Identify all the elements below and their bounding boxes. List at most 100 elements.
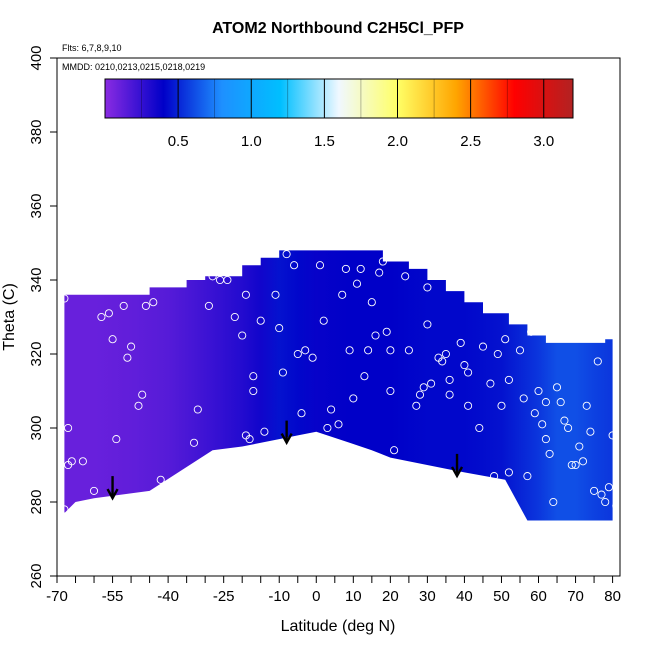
observation-point: [290, 261, 299, 270]
observation-point: [97, 312, 106, 322]
observation-point: [141, 301, 150, 310]
observation-point: [108, 335, 117, 344]
observation-point: [560, 416, 569, 425]
observation-point: [293, 349, 302, 359]
note-dates: MMDD: 0210,0213,0215,0218,0219: [62, 62, 205, 72]
observation-point: [301, 346, 310, 355]
observation-point: [549, 497, 558, 507]
x-tick-label: 50: [493, 588, 510, 605]
observation-point: [523, 472, 532, 481]
observation-point: [112, 435, 121, 444]
y-tick-label: 280: [28, 489, 45, 514]
observation-point: [582, 401, 591, 410]
observation-point: [578, 457, 588, 466]
observation-point: [282, 250, 291, 259]
y-tick-label: 340: [28, 267, 45, 292]
observation-point: [119, 301, 128, 310]
x-axis: -70 -55 -40 -25 -10 0 10 20 30 40 50 60 70 80: [46, 576, 621, 605]
observation-point: [464, 368, 473, 377]
y-tick-label: 400: [28, 45, 45, 70]
observation-point: [349, 394, 358, 403]
heatmap-field: [64, 250, 613, 521]
observation-point: [138, 390, 147, 399]
observation-point: [134, 401, 143, 410]
observation-point: [490, 472, 499, 481]
x-tick-label: 60: [530, 588, 547, 605]
observation-point: [519, 394, 528, 403]
colorbar: 0.5 1.0 1.5 2.0 2.5 3.0: [104, 78, 574, 150]
colorbar-gradient: [104, 78, 574, 119]
y-axis-label: Theta (C): [1, 283, 18, 351]
observation-point: [334, 420, 343, 429]
observation-point: [297, 409, 306, 418]
observation-point: [275, 324, 284, 333]
observation-point: [601, 497, 610, 507]
observation-point: [567, 460, 576, 470]
observation-point: [415, 390, 425, 399]
plot-frame: [56, 57, 621, 577]
chart-title: ATOM2 Northbound C2H5Cl_PFP: [212, 20, 464, 37]
observation-point: [541, 398, 550, 407]
observation-point: [189, 438, 199, 447]
observation-point: [438, 357, 447, 366]
observation-point: [341, 264, 350, 273]
observation-point: [534, 386, 543, 396]
observation-point: [249, 386, 258, 396]
observation-points: [60, 250, 625, 514]
observation-point: [319, 316, 328, 325]
observation-point: [423, 320, 432, 329]
observation-point: [249, 372, 258, 381]
observation-point: [419, 383, 428, 392]
observation-point: [64, 423, 73, 433]
observation-point: [208, 272, 217, 281]
down-arrow-icon: [450, 453, 464, 479]
observation-point: [456, 338, 465, 347]
observation-point: [541, 435, 550, 444]
colorbar-tick-label: 2.5: [460, 133, 481, 150]
observation-point: [60, 505, 69, 514]
observation-point: [127, 342, 136, 351]
observation-point: [552, 383, 562, 392]
observation-point: [401, 272, 410, 281]
observation-point: [404, 346, 413, 355]
observation-point: [493, 349, 502, 359]
observation-point: [386, 346, 395, 355]
observation-point: [360, 372, 369, 381]
observation-point: [367, 298, 376, 307]
observation-point: [104, 309, 113, 318]
observation-point: [427, 379, 436, 388]
observation-point: [364, 346, 373, 355]
observation-point: [412, 401, 421, 410]
x-tick-label: 0: [312, 588, 320, 605]
observation-point: [497, 401, 506, 410]
observation-point: [238, 331, 247, 340]
y-tick-label: 260: [28, 563, 45, 588]
observation-point: [538, 420, 547, 429]
y-tick-label: 300: [28, 415, 45, 440]
x-tick-label: 20: [382, 588, 399, 605]
observation-point: [78, 457, 87, 466]
observation-point: [67, 457, 76, 466]
observation-point: [486, 379, 495, 388]
observation-point: [278, 368, 287, 377]
observation-point: [378, 257, 387, 266]
colorbar-tick-label: 3.0: [533, 133, 554, 150]
x-tick-label: -40: [157, 588, 179, 605]
observation-point: [308, 353, 317, 362]
down-arrow-icon: [280, 420, 293, 446]
observation-point: [60, 294, 69, 303]
observation-point: [123, 353, 132, 362]
observation-point: [590, 486, 599, 495]
observation-point: [390, 446, 399, 455]
observation-point: [323, 423, 332, 433]
observation-point: [571, 460, 580, 470]
observation-point: [230, 312, 239, 322]
observation-point: [530, 409, 539, 418]
observation-point: [371, 331, 380, 340]
observation-point: [382, 327, 391, 336]
observation-point: [501, 335, 510, 344]
observation-point: [327, 405, 336, 414]
note-flights: Flts: 6,7,8,9,10: [62, 43, 122, 53]
observation-point: [575, 442, 584, 451]
